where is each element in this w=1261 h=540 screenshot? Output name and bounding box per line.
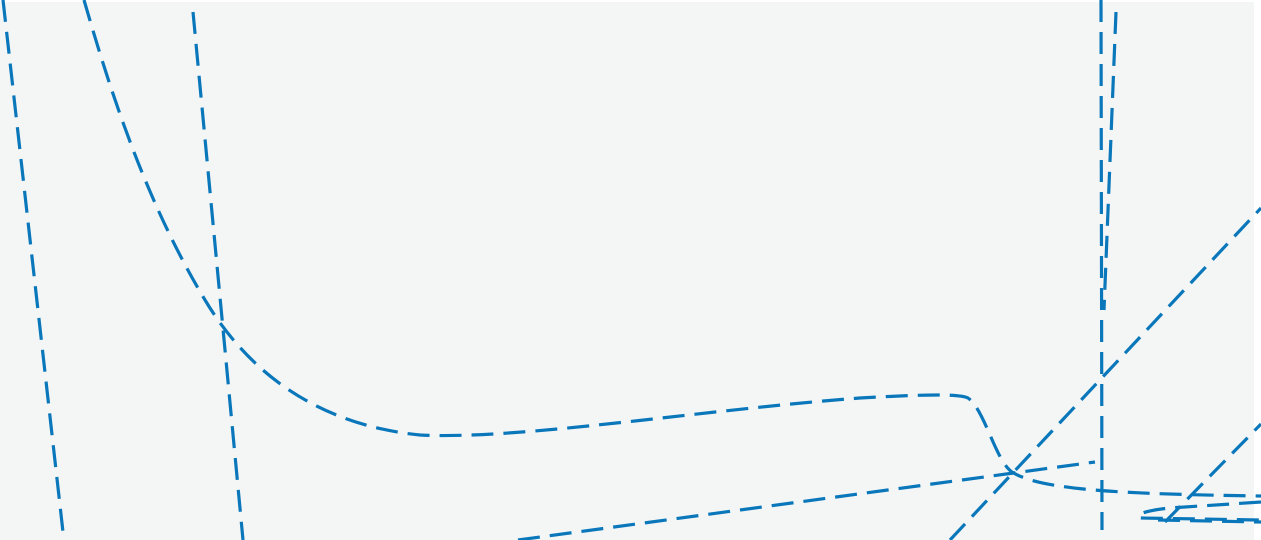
route-line[interactable] xyxy=(1102,11,1118,311)
route-line[interactable] xyxy=(517,460,1096,540)
route-line[interactable] xyxy=(191,11,245,540)
route-line[interactable] xyxy=(1157,518,1261,524)
route-line[interactable] xyxy=(1099,0,1104,531)
route-line[interactable] xyxy=(948,206,1261,540)
route-line[interactable] xyxy=(1,0,65,533)
route-line[interactable] xyxy=(1163,422,1261,524)
